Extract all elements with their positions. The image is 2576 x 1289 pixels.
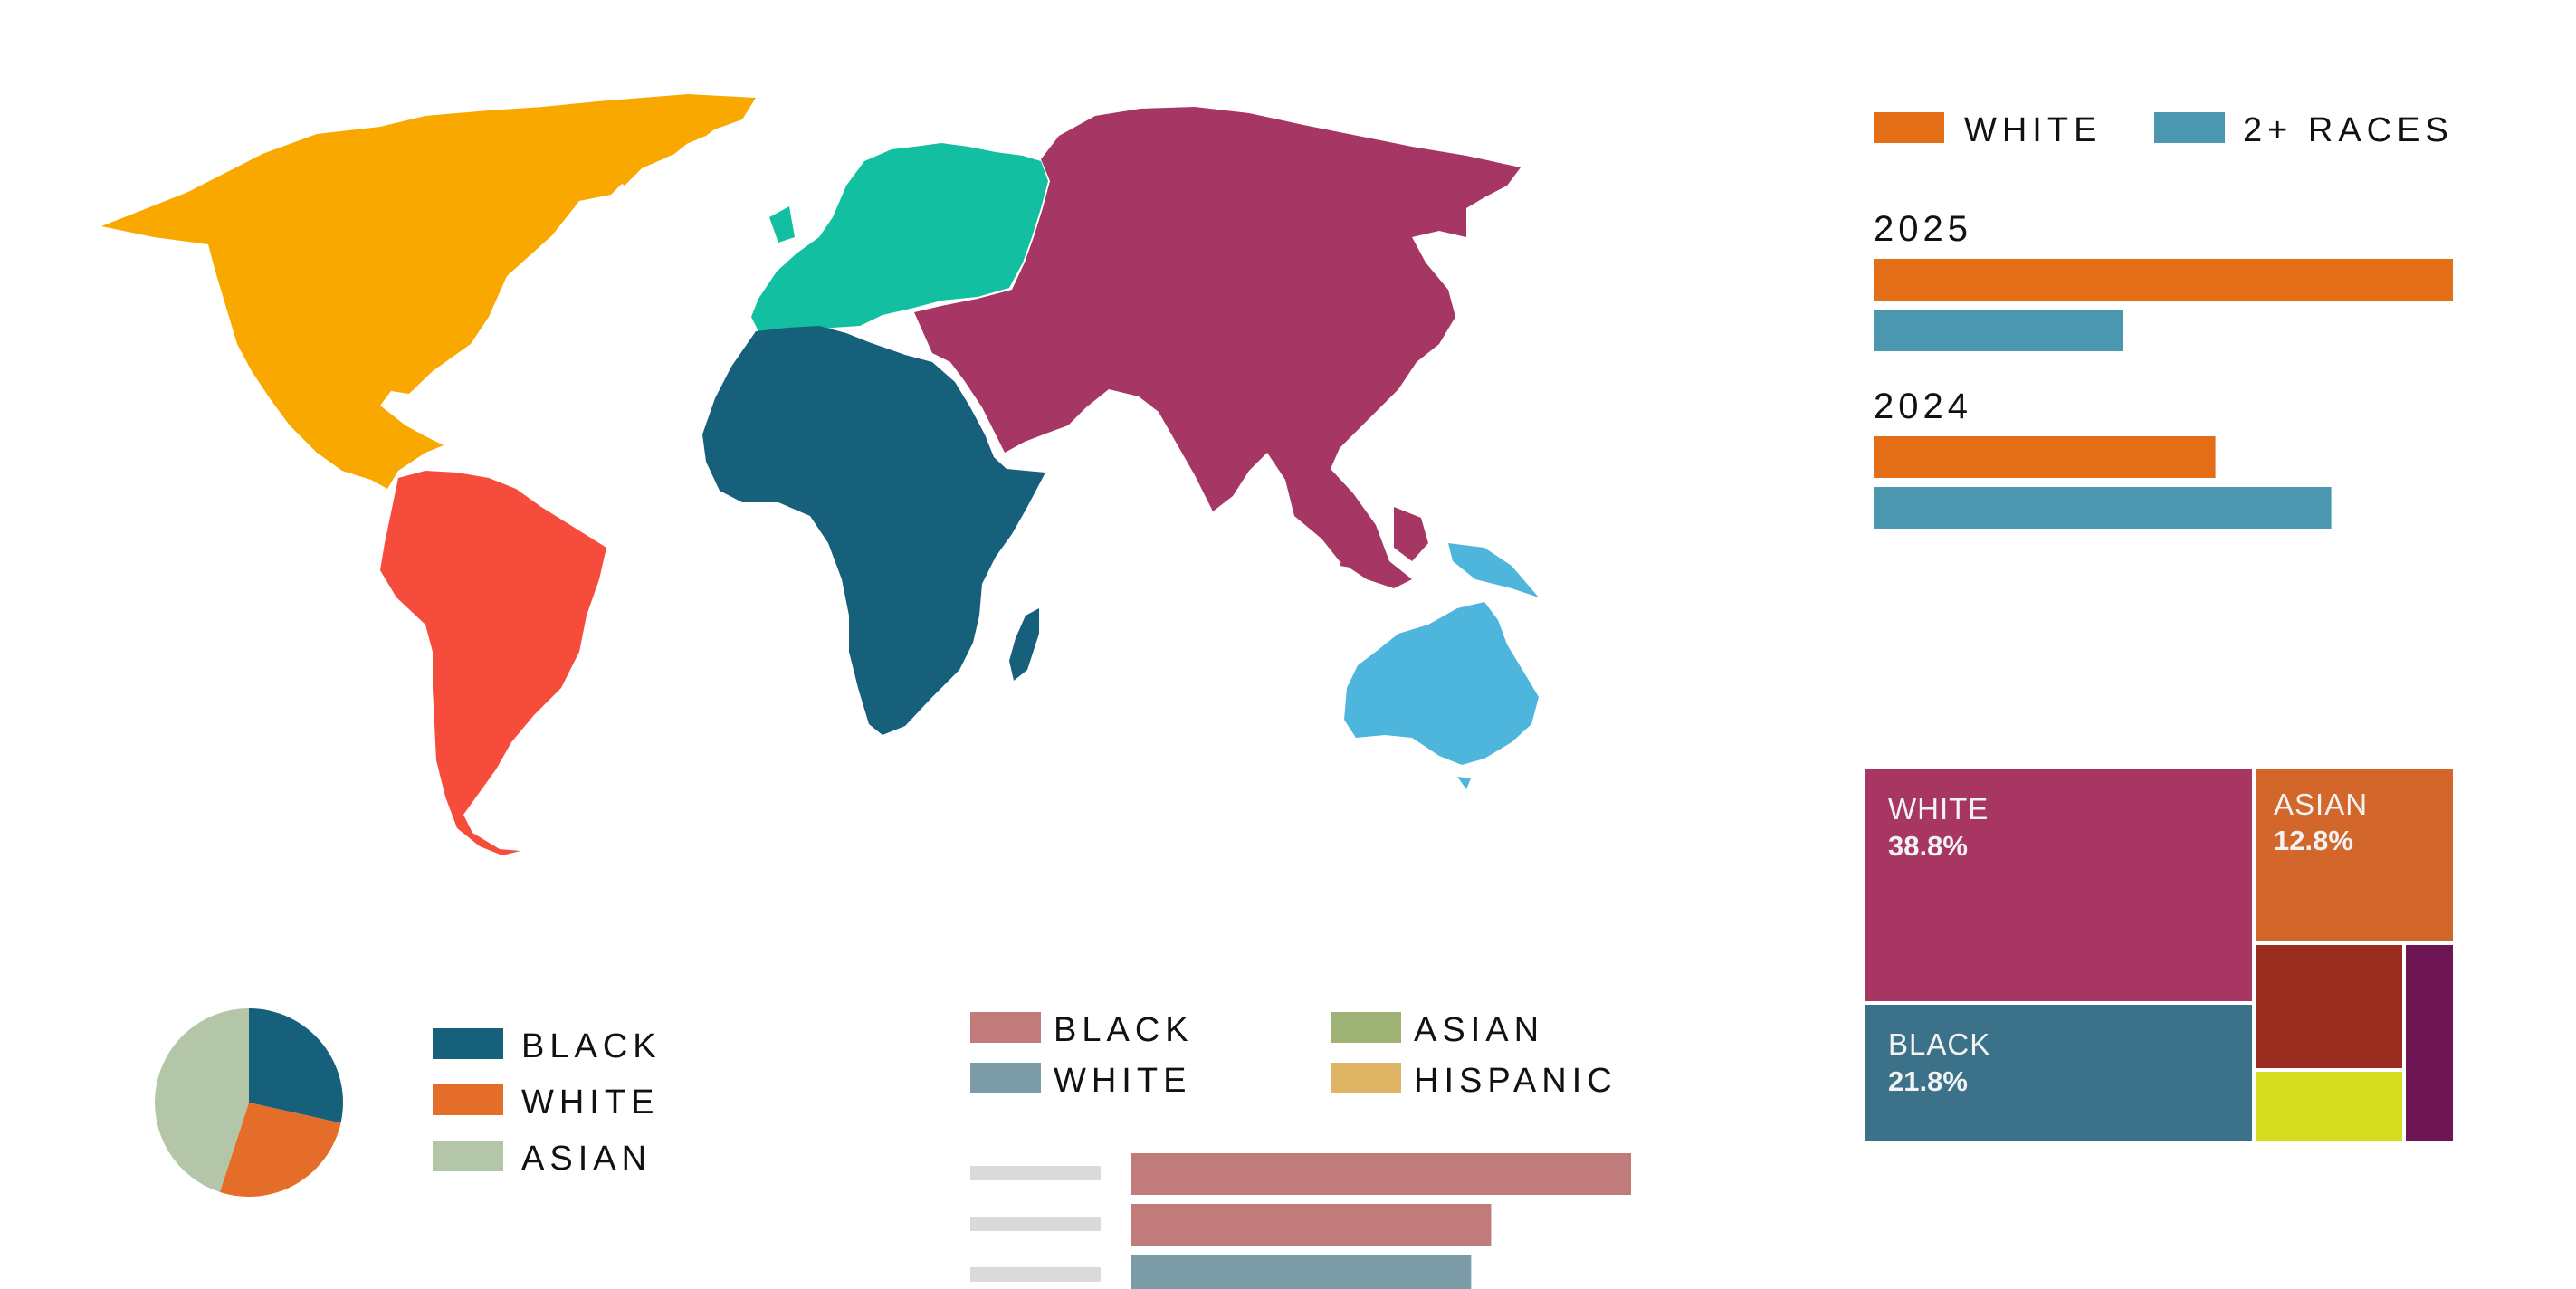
africa-region <box>702 326 1045 735</box>
category-label-2025: 2025 <box>1874 209 1972 249</box>
legend-swatch-white <box>970 1063 1041 1093</box>
bar-chart-ethnicity-by-year: WHITE 2+ RACES 2025 2024 <box>1874 111 2454 529</box>
treemap-value-black: 21.8% <box>1888 1065 1968 1097</box>
legend-label-two-plus-races: 2+ RACES <box>2243 111 2454 149</box>
bar-bottom-3 <box>1131 1255 1472 1289</box>
legend-label-black: BLACK <box>521 1027 662 1065</box>
bar-label-placeholder <box>970 1267 1101 1282</box>
bar-2025-white <box>1874 259 2453 301</box>
asia-region <box>914 107 1521 588</box>
bar-label-placeholder <box>970 1166 1101 1180</box>
treemap-cell-unlabeled-3 <box>2406 945 2453 1141</box>
legend-swatch-two-plus-races <box>2154 112 2225 143</box>
treemap-value-white: 38.8% <box>1888 830 1968 862</box>
bar-2024-white <box>1874 436 2216 478</box>
legend-label-asian: ASIAN <box>1414 1011 1544 1049</box>
legend-label-black: BLACK <box>1054 1011 1194 1049</box>
legend-swatch-white <box>1874 112 1944 143</box>
bar-chart-bottom: BLACK ASIAN WHITE HISPANIC <box>970 1011 1631 1289</box>
treemap-cell-white <box>1865 769 2252 1001</box>
pie-chart-ethnicity: BLACK WHITE ASIAN <box>155 1008 662 1197</box>
oceania-region <box>1344 543 1539 789</box>
legend-label-white: WHITE <box>1964 111 2102 149</box>
legend-label-hispanic: HISPANIC <box>1414 1062 1617 1100</box>
treemap-cell-unlabeled-2 <box>2256 1072 2402 1141</box>
europe-region <box>751 143 1048 333</box>
category-label-2024: 2024 <box>1874 387 1972 426</box>
treemap-cell-asian <box>2256 769 2453 941</box>
bar-label-placeholder <box>970 1217 1101 1231</box>
bar-bottom-2 <box>1131 1204 1492 1246</box>
bar-bottom-1 <box>1131 1153 1631 1195</box>
bar-2024-two-plus-races <box>1874 487 2332 529</box>
legend-swatch-black <box>433 1028 503 1059</box>
legend-label-white: WHITE <box>1054 1062 1191 1100</box>
north-america-region <box>101 94 756 489</box>
legend-label-asian: ASIAN <box>521 1140 652 1178</box>
treemap-label-white: WHITE <box>1888 792 1989 826</box>
legend-swatch-black <box>970 1012 1041 1043</box>
treemap-label-black: BLACK <box>1888 1027 1990 1061</box>
treemap-cell-black <box>1865 1005 2252 1141</box>
south-america-region <box>380 471 606 855</box>
legend-label-white: WHITE <box>521 1084 659 1122</box>
legend-swatch-hispanic <box>1331 1063 1401 1093</box>
treemap-ethnicity: WHITE 38.8% ASIAN 12.8% BLACK 21.8% <box>1865 769 2453 1141</box>
legend-swatch-asian <box>1331 1012 1401 1043</box>
world-map <box>101 94 1539 855</box>
treemap-value-asian: 12.8% <box>2274 825 2353 856</box>
pie-slice-asian <box>155 1008 249 1192</box>
legend-swatch-white <box>433 1084 503 1115</box>
treemap-label-asian: ASIAN <box>2274 788 2368 821</box>
bar-2025-two-plus-races <box>1874 310 2123 351</box>
legend-swatch-asian <box>433 1141 503 1171</box>
treemap-cell-unlabeled-1 <box>2256 945 2402 1068</box>
pie-slice-white <box>219 1103 341 1197</box>
pie-slice-black <box>249 1008 343 1123</box>
